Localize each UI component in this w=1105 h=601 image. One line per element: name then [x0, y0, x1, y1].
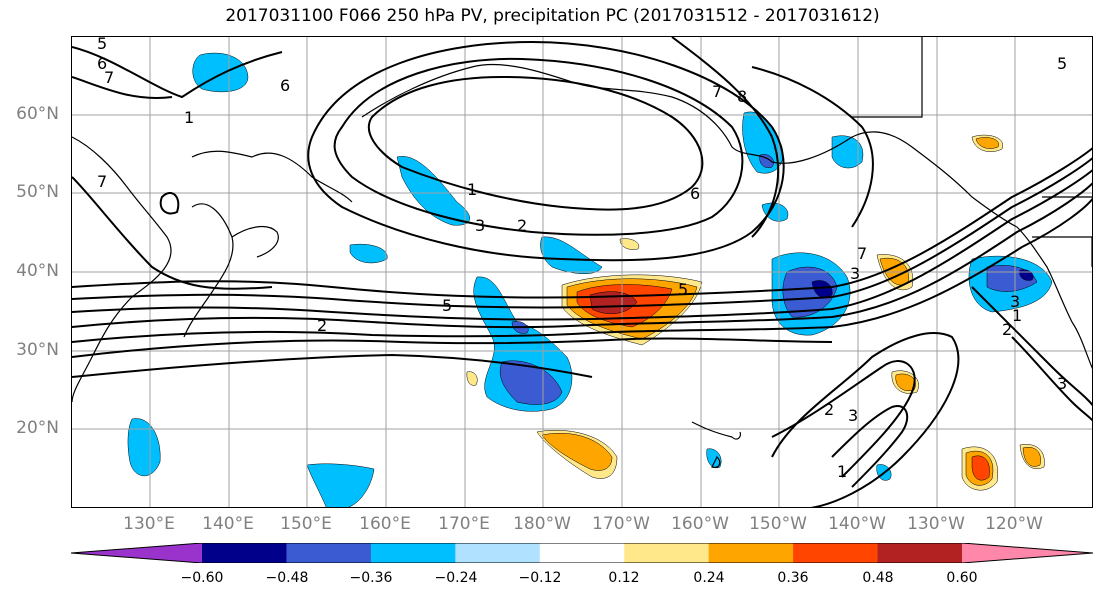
map-title: 2017031100 F066 250 hPa PV, precipitatio…	[225, 6, 880, 26]
colorbar-tick-label: −0.12	[518, 570, 562, 586]
colorbar-segment	[370, 543, 456, 563]
colorbar-segment	[624, 543, 710, 563]
contour-label: 5	[97, 37, 107, 53]
map-canvas: 5 6 7 1 6 7 8 5 7 1 3 2 6 5 5 2 7 3 2 3 …	[72, 37, 1092, 507]
contour-label: 3	[848, 406, 858, 425]
colorbar-tick-label: 0.48	[862, 570, 894, 586]
colorbar-segment	[708, 543, 794, 563]
lon-label-130e: 130°E	[123, 514, 175, 534]
lon-label-130w: 130°W	[907, 514, 965, 534]
colorbar-segment	[202, 543, 287, 563]
contour-label: 6	[280, 76, 290, 95]
contour-label: 3	[1057, 374, 1067, 393]
contour-label: 6	[97, 54, 107, 73]
precip-pos-area	[619, 238, 640, 250]
lon-label-170w: 170°W	[592, 514, 650, 534]
precip-neg-area	[811, 280, 833, 298]
lon-label-180w: 180°W	[513, 514, 571, 534]
contour-label: 3	[850, 264, 860, 283]
precip-shading	[127, 52, 1053, 507]
lon-label-120w: 120°W	[985, 514, 1043, 534]
precip-neg-area	[759, 154, 774, 168]
contour-label: 5	[678, 280, 688, 299]
contour-label: 2	[1002, 320, 1012, 339]
colorbar-segment	[286, 543, 372, 563]
precip-neg-area	[306, 463, 375, 507]
contour-label: 2	[824, 400, 834, 419]
precip-pos-area	[466, 371, 478, 386]
contour-label: 6	[690, 184, 700, 203]
lat-label-40n: 40°N	[16, 261, 59, 281]
colorbar	[71, 543, 1093, 563]
precip-pos-area	[971, 455, 990, 481]
colorbar-segment	[877, 543, 963, 563]
contour-label: 7	[104, 68, 114, 87]
precip-neg-area	[706, 448, 722, 469]
colorbar-tick-label: −0.36	[349, 570, 393, 586]
contour-label: 7	[712, 82, 722, 101]
precip-neg-area	[499, 360, 563, 405]
lon-label-150e: 150°E	[280, 514, 332, 534]
contour-label: 3	[475, 216, 485, 235]
contour-label: 8	[737, 87, 747, 106]
contour-label: 2	[317, 316, 327, 335]
colorbar-segment	[455, 543, 541, 563]
lon-label-170e: 170°E	[438, 514, 490, 534]
lon-label-160w: 160°W	[671, 514, 729, 534]
lat-label-30n: 30°N	[16, 340, 59, 360]
precip-neg-area	[396, 156, 470, 226]
contour-label: 1	[1012, 306, 1022, 325]
precip-neg-area	[540, 236, 603, 274]
colorbar-segment	[539, 543, 625, 563]
colorbar-tick-label: −0.24	[434, 570, 478, 586]
contour-labels: 5 6 7 1 6 7 8 5 7 1 3 2 6 5 5 2 7 3 2 3 …	[97, 37, 1067, 481]
colorbar-tick-label: 0.12	[608, 570, 640, 586]
contour-label: 1	[467, 180, 477, 199]
contour-label: 1	[184, 108, 194, 127]
contour-label: 1	[837, 462, 847, 481]
contour-label: 2	[517, 216, 527, 235]
colorbar-segment	[793, 543, 879, 563]
contour-label: 5	[1057, 54, 1067, 73]
colorbar-extend-low	[71, 543, 202, 563]
lat-label-20n: 20°N	[16, 418, 59, 438]
lon-label-150w: 150°W	[749, 514, 807, 534]
contour-label: 7	[857, 244, 867, 263]
colorbar-segments	[71, 543, 1093, 563]
graticule	[72, 37, 1092, 507]
pv-contours	[72, 37, 1092, 507]
lon-label-140e: 140°E	[202, 514, 254, 534]
lon-label-140w: 140°W	[828, 514, 886, 534]
contour-label: 3	[1010, 292, 1020, 311]
precip-neg-area	[349, 243, 388, 264]
lon-label-160e: 160°E	[359, 514, 411, 534]
map-panel: 5 6 7 1 6 7 8 5 7 1 3 2 6 5 5 2 7 3 2 3 …	[71, 36, 1093, 508]
precip-pos-area	[975, 137, 999, 149]
precip-neg-area	[127, 418, 161, 477]
precip-pos-area	[1022, 447, 1041, 467]
colorbar-tick-label: 0.60	[946, 570, 978, 586]
precip-neg-area	[782, 266, 838, 318]
lat-label-50n: 50°N	[16, 182, 59, 202]
colorbar-tick-label: 0.24	[693, 570, 725, 586]
precip-pos-area	[895, 373, 916, 391]
lat-label-60n: 60°N	[16, 104, 59, 124]
colorbar-tick-label: −0.48	[265, 570, 309, 586]
colorbar-tick-label: 0.36	[777, 570, 809, 586]
colorbar-extend-high	[962, 543, 1093, 563]
precip-pos-area	[541, 433, 613, 471]
colorbar-tick-label: −0.60	[180, 570, 224, 586]
contour-label: 7	[97, 172, 107, 191]
contour-label: 5	[442, 296, 452, 315]
precip-neg-area	[831, 135, 864, 169]
